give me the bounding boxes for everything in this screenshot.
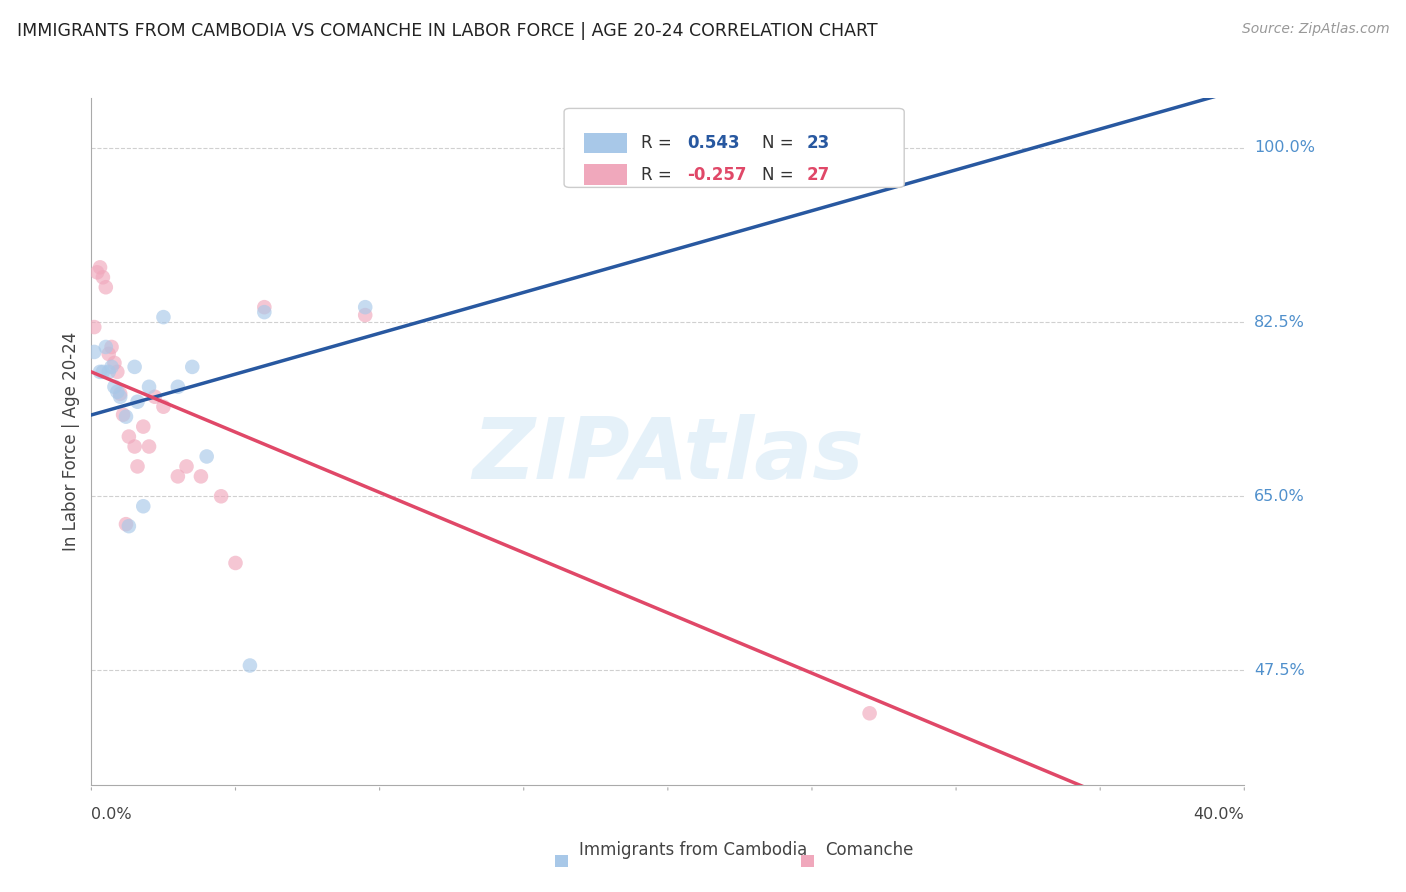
Text: R =: R = bbox=[641, 134, 678, 152]
Point bbox=[354, 308, 377, 322]
Text: 27: 27 bbox=[806, 166, 830, 184]
Point bbox=[83, 345, 105, 359]
Text: 47.5%: 47.5% bbox=[1254, 663, 1305, 678]
Point bbox=[873, 141, 896, 155]
Point bbox=[97, 347, 120, 361]
Point bbox=[239, 658, 262, 673]
Point bbox=[83, 320, 105, 334]
Text: 65.0%: 65.0% bbox=[1254, 489, 1305, 504]
Point bbox=[105, 365, 128, 379]
Point bbox=[91, 365, 114, 379]
Point bbox=[115, 517, 138, 532]
Point bbox=[190, 469, 212, 483]
Point bbox=[89, 365, 111, 379]
Point bbox=[118, 519, 141, 533]
Point bbox=[152, 400, 174, 414]
Point bbox=[118, 429, 141, 443]
Text: Comanche: Comanche bbox=[825, 841, 914, 859]
Point bbox=[127, 394, 149, 409]
Point bbox=[103, 356, 125, 370]
Point bbox=[97, 365, 120, 379]
FancyBboxPatch shape bbox=[564, 109, 904, 187]
Bar bbox=[583, 133, 627, 153]
Point bbox=[209, 489, 232, 503]
Point bbox=[124, 359, 146, 374]
Point bbox=[858, 706, 880, 721]
Point bbox=[143, 390, 166, 404]
Point bbox=[110, 390, 132, 404]
Point bbox=[176, 459, 198, 474]
Point bbox=[132, 500, 155, 514]
Point bbox=[253, 305, 276, 319]
Bar bbox=[583, 164, 627, 185]
Point bbox=[124, 440, 146, 454]
Text: 82.5%: 82.5% bbox=[1254, 315, 1305, 329]
Point bbox=[181, 359, 204, 374]
Text: 0.0%: 0.0% bbox=[91, 807, 132, 822]
Point bbox=[110, 386, 132, 401]
Point bbox=[166, 380, 188, 394]
Point bbox=[354, 300, 377, 314]
Text: N =: N = bbox=[762, 166, 799, 184]
Text: ZIPAtlas: ZIPAtlas bbox=[472, 414, 863, 497]
Point bbox=[195, 450, 218, 464]
Point bbox=[105, 384, 128, 399]
Point bbox=[86, 265, 108, 279]
Text: 100.0%: 100.0% bbox=[1254, 140, 1315, 155]
Point bbox=[100, 340, 122, 354]
Point bbox=[138, 440, 160, 454]
Point bbox=[94, 340, 117, 354]
Point bbox=[166, 469, 188, 483]
Text: 0.543: 0.543 bbox=[688, 134, 740, 152]
Point bbox=[112, 408, 135, 422]
Text: R =: R = bbox=[641, 166, 678, 184]
Text: -0.257: -0.257 bbox=[688, 166, 747, 184]
Y-axis label: In Labor Force | Age 20-24: In Labor Force | Age 20-24 bbox=[62, 332, 80, 551]
Text: Source: ZipAtlas.com: Source: ZipAtlas.com bbox=[1241, 22, 1389, 37]
Text: IMMIGRANTS FROM CAMBODIA VS COMANCHE IN LABOR FORCE | AGE 20-24 CORRELATION CHAR: IMMIGRANTS FROM CAMBODIA VS COMANCHE IN … bbox=[17, 22, 877, 40]
Point bbox=[253, 300, 276, 314]
Text: 23: 23 bbox=[806, 134, 830, 152]
Text: N =: N = bbox=[762, 134, 799, 152]
Point bbox=[138, 380, 160, 394]
Point bbox=[91, 270, 114, 285]
Point bbox=[127, 459, 149, 474]
Point bbox=[103, 380, 125, 394]
Text: 40.0%: 40.0% bbox=[1194, 807, 1244, 822]
Point bbox=[89, 260, 111, 275]
Point bbox=[94, 280, 117, 294]
Point bbox=[115, 409, 138, 424]
Point bbox=[225, 556, 247, 570]
Point bbox=[100, 359, 122, 374]
Text: Immigrants from Cambodia: Immigrants from Cambodia bbox=[579, 841, 807, 859]
Point bbox=[132, 419, 155, 434]
Point bbox=[152, 310, 174, 325]
